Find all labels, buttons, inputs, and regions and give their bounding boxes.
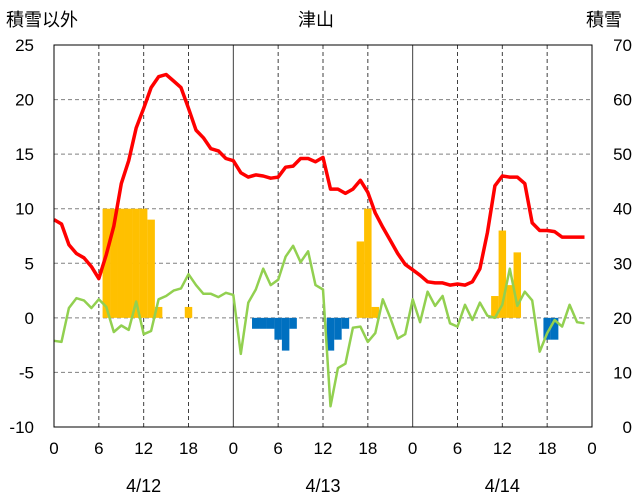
left-tick-label: 25 — [15, 36, 34, 55]
x-tick-labels: 0 6 12 18 0 6 12 18 0 6 12 18 0 — [49, 439, 596, 458]
x-tick-label: 6 — [453, 439, 462, 458]
right-tick-label: 60 — [613, 91, 632, 110]
left-tick-label: 10 — [15, 200, 34, 219]
orange-bar — [184, 306, 193, 318]
green-series-line — [53, 244, 585, 408]
blue-bar — [281, 317, 290, 351]
orange-bar — [132, 208, 140, 318]
orange-bar — [124, 208, 133, 318]
left-tick-label: 5 — [25, 254, 34, 273]
blue-bar — [289, 317, 297, 329]
plot-area-frame — [53, 44, 593, 428]
blue-bar — [550, 317, 559, 340]
blue-bar — [274, 317, 282, 340]
orange-bar — [513, 252, 522, 318]
left-tick-label: 15 — [15, 145, 34, 164]
x-tick-label: 0 — [229, 439, 238, 458]
x-tick-label: 18 — [358, 439, 377, 458]
date-label: 4/14 — [485, 476, 520, 496]
orange-bar — [110, 208, 118, 318]
x-tick-label: 12 — [314, 439, 333, 458]
left-tick-label: -10 — [9, 418, 34, 437]
blue-bar — [266, 317, 275, 329]
red-series-line — [53, 72, 585, 287]
blue-bar — [252, 317, 260, 329]
x-tick-label: 0 — [587, 439, 596, 458]
orange-bar — [371, 306, 380, 318]
left-tick-labels: 25 20 15 10 5 0 -5 -10 — [9, 36, 34, 437]
orange-bar — [102, 208, 111, 318]
orange-bar — [139, 208, 148, 318]
blue-bar — [326, 317, 335, 351]
orange-bar — [147, 219, 155, 318]
x-tick-label: 6 — [273, 439, 282, 458]
blue-bar — [341, 317, 350, 329]
x-tick-label: 0 — [408, 439, 417, 458]
x-tick-label: 12 — [493, 439, 512, 458]
date-labels: 4/12 4/13 4/14 — [126, 476, 520, 496]
blue-bar — [543, 317, 551, 340]
right-tick-label: 30 — [613, 254, 632, 273]
left-tick-label: 20 — [15, 91, 34, 110]
right-tick-label: 70 — [613, 36, 632, 55]
orange-bar — [364, 208, 372, 318]
orange-bar — [154, 306, 163, 318]
blue-bar — [334, 317, 342, 340]
x-tick-label: 12 — [134, 439, 153, 458]
right-tick-label: 20 — [613, 309, 632, 328]
right-tick-label: 40 — [613, 200, 632, 219]
right-tick-label: 0 — [623, 418, 632, 437]
chart-title: 津山 — [298, 10, 334, 31]
date-label: 4/12 — [126, 476, 161, 496]
date-label: 4/13 — [305, 476, 340, 496]
right-tick-labels: 70 60 50 40 30 20 10 0 — [613, 36, 632, 437]
line-layer — [53, 72, 585, 408]
left-tick-label: 0 — [25, 309, 34, 328]
bar-layer — [102, 208, 559, 351]
orange-bar — [356, 241, 365, 318]
left-tick-label: -5 — [19, 363, 34, 382]
orange-bar — [506, 285, 514, 318]
x-tick-label: 0 — [49, 439, 58, 458]
right-tick-label: 50 — [613, 145, 632, 164]
blue-bar — [259, 317, 267, 329]
x-tick-label: 18 — [538, 439, 557, 458]
x-tick-label: 18 — [179, 439, 198, 458]
orange-bar — [117, 208, 125, 318]
x-tick-label: 6 — [94, 439, 103, 458]
right-axis-label: 積雪 — [586, 10, 622, 31]
left-axis-label: 積雪以外 — [6, 10, 78, 31]
right-tick-label: 10 — [613, 363, 632, 382]
orange-bar — [498, 230, 507, 318]
orange-bar — [491, 296, 499, 318]
